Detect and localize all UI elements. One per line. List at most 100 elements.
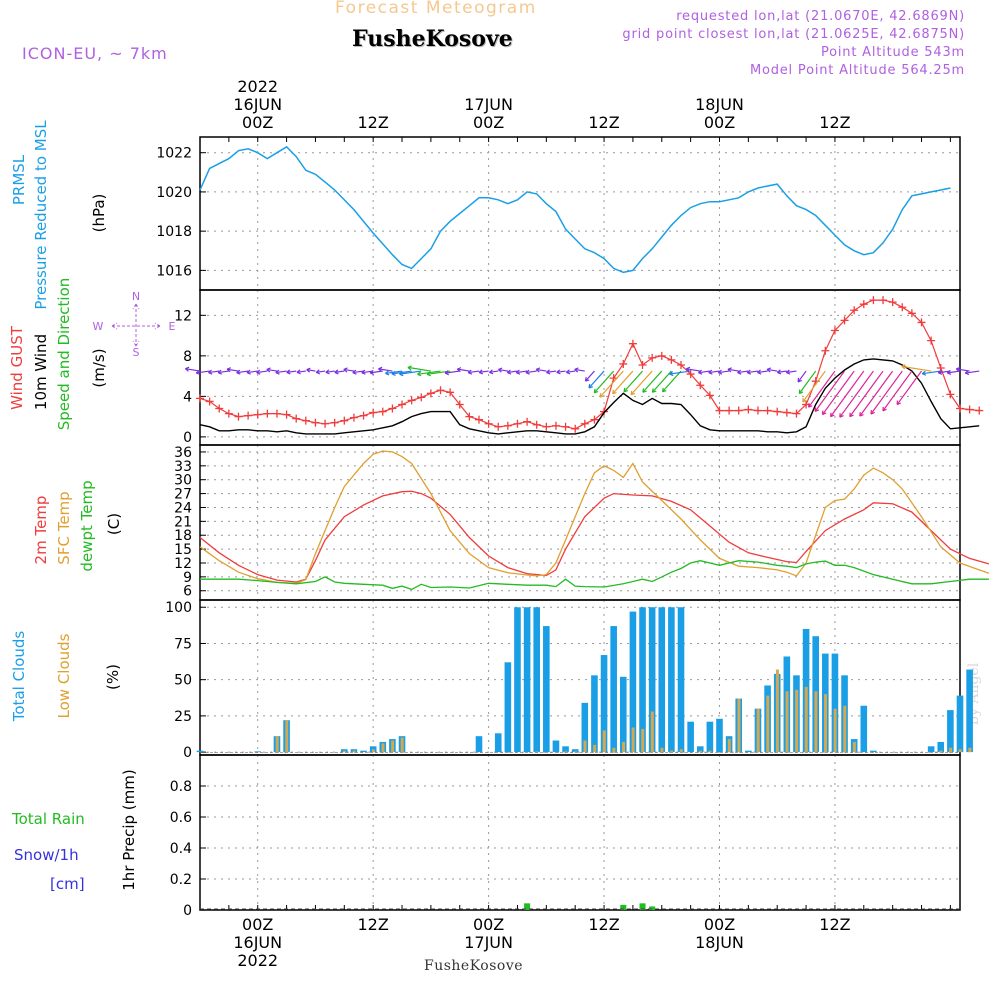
gust-marker — [465, 412, 474, 421]
gust-marker — [244, 411, 253, 420]
gust-marker — [628, 339, 637, 348]
y-tick-label: 1022 — [156, 146, 192, 162]
gust-marker — [821, 346, 830, 355]
direction-arrow — [556, 369, 566, 375]
y-tick-label: 9 — [183, 570, 192, 586]
gust-marker — [234, 412, 243, 421]
y-tick-label: 21 — [174, 514, 192, 530]
low-cloud-bar — [583, 740, 587, 753]
total-cloud-bar — [937, 741, 945, 753]
gust-marker — [369, 408, 378, 417]
bottom-time-label: 00Z — [473, 915, 504, 934]
precip-ylabel: 1hr Precip (mm) — [120, 769, 138, 890]
low-cloud-bar — [679, 749, 683, 753]
gust-marker — [965, 405, 974, 414]
gust-marker — [571, 424, 580, 433]
direction-arrow — [612, 370, 634, 395]
bottom-time-label: 16JUN — [233, 933, 282, 952]
y-tick-label: 27 — [174, 487, 192, 503]
gust-marker — [196, 394, 204, 403]
y-tick-label: 12 — [174, 556, 192, 572]
low-cloud-bar — [641, 728, 645, 753]
low-cloud-bar — [852, 741, 856, 753]
low-cloud-bar — [650, 711, 654, 753]
total-cloud-bar — [677, 607, 685, 753]
direction-ylabel: Speed and Direction — [55, 278, 73, 431]
low-cloud-bar — [814, 691, 818, 753]
total-cloud-bar — [581, 702, 589, 753]
low-cloud-bar — [727, 739, 731, 753]
direction-arrow — [456, 367, 470, 373]
top-time-label: 00Z — [704, 113, 735, 132]
direction-arrow — [839, 370, 874, 418]
gust-marker — [446, 388, 455, 397]
top-time-label: 12Z — [819, 113, 850, 132]
direction-arrow — [378, 366, 393, 372]
total-cloud-bar — [475, 736, 483, 753]
rain-bar — [639, 903, 646, 910]
y-tick-label: 0.2 — [170, 872, 192, 888]
gust-marker — [292, 414, 301, 423]
direction-arrow — [946, 369, 961, 375]
y-tick-label: 25 — [174, 709, 192, 725]
gust-marker — [773, 407, 782, 416]
direction-arrow — [757, 369, 768, 375]
gust-marker — [359, 411, 368, 420]
direction-arrow — [296, 369, 306, 375]
low-cloud-bar — [670, 750, 674, 753]
direction-arrow — [630, 370, 653, 396]
direction-arrow — [506, 369, 518, 375]
y-tick-label: 75 — [174, 636, 192, 652]
direction-arrow — [226, 367, 239, 373]
direction-arrow — [669, 370, 691, 377]
direction-arrow — [399, 370, 422, 377]
gust-marker — [744, 405, 753, 414]
gust-marker — [879, 296, 888, 305]
gust-marker — [840, 316, 849, 325]
precip-panel: 0 0.2 0.4 0.6 0.8 — [170, 754, 961, 919]
top-time-label: 12Z — [588, 113, 619, 132]
bottom-time-label: 12Z — [358, 915, 389, 934]
bottom-time-label: 12Z — [819, 915, 850, 934]
gust-marker — [696, 381, 705, 390]
gust-marker — [311, 418, 320, 427]
chart-title: Forecast Meteogram — [335, 0, 537, 18]
y-tick-label: 0.8 — [170, 779, 192, 795]
gust-marker — [388, 404, 397, 413]
gust-marker — [725, 406, 734, 415]
low-cloud-bar — [602, 730, 606, 753]
gust-marker — [272, 409, 281, 418]
y-tick-label: 8 — [183, 349, 192, 365]
rain-bar — [620, 904, 627, 910]
gust-marker — [830, 326, 839, 335]
rain-label: Total Rain — [11, 810, 85, 828]
gust-marker — [417, 393, 426, 402]
total-clouds-ylabel: Total Clouds — [10, 631, 28, 723]
direction-arrow — [467, 369, 480, 375]
direction-arrow — [208, 369, 220, 375]
direction-arrow — [808, 370, 836, 408]
wind-ylabel: 10m Wind — [32, 334, 50, 410]
direction-arrow — [195, 369, 210, 376]
pressure-line — [199, 145, 951, 274]
model-altitude: Model Point Altitude 564.25m — [749, 63, 965, 78]
direction-arrow — [802, 370, 826, 403]
direction-arrow — [535, 367, 547, 373]
location-title: FusheKosove — [352, 26, 513, 52]
total-cloud-bar — [196, 750, 204, 753]
direction-arrow — [964, 370, 980, 376]
gust-marker — [705, 391, 714, 400]
gust-marker — [321, 419, 330, 428]
direction-arrow — [515, 369, 528, 375]
gust-marker — [349, 413, 358, 422]
gust-marker — [474, 415, 483, 424]
direction-arrow — [275, 369, 287, 375]
low-clouds-ylabel: Low Clouds — [55, 633, 73, 718]
top-time-label: 16JUN — [233, 95, 282, 114]
gust-marker — [907, 309, 916, 318]
y-tick-label: 6 — [183, 584, 192, 600]
top-time-label: 00Z — [473, 113, 504, 132]
total-cloud-bar — [504, 662, 512, 753]
pressure-ylabel: PRMSL — [10, 154, 28, 205]
